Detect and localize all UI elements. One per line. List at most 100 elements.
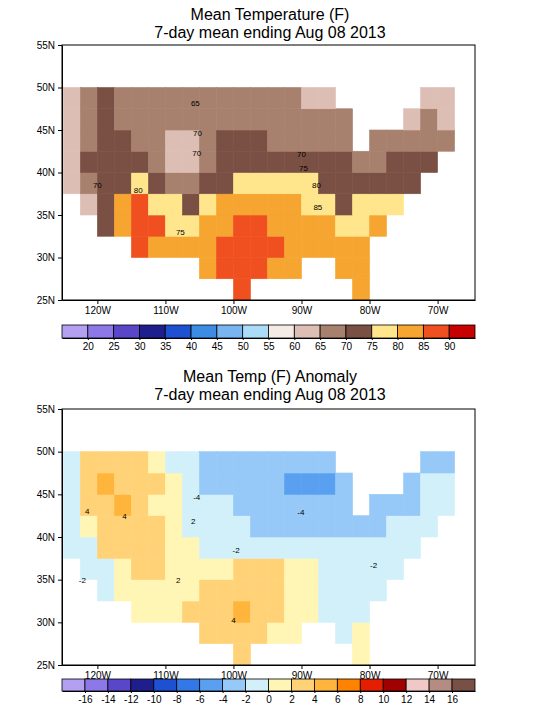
cell xyxy=(267,452,284,473)
cell xyxy=(387,537,404,558)
contour-label: -4 xyxy=(297,508,305,517)
cell xyxy=(353,644,370,665)
colorbar-box xyxy=(114,325,140,338)
colorbar-box xyxy=(269,679,292,691)
cell xyxy=(319,215,336,236)
colorbar-tick: 6 xyxy=(335,691,341,705)
colorbar-tick-mark xyxy=(360,691,361,693)
cell xyxy=(233,109,250,130)
cell xyxy=(182,236,199,257)
cell xyxy=(114,473,131,494)
cell xyxy=(250,194,267,215)
colorbar-tick: 55 xyxy=(263,338,275,352)
x-tick: 80W xyxy=(360,300,381,316)
colorbar-tick: -4 xyxy=(219,691,228,705)
cell xyxy=(438,452,455,473)
cell xyxy=(131,580,148,601)
cell xyxy=(421,151,438,172)
cell xyxy=(370,173,387,194)
cell xyxy=(148,452,165,473)
cell xyxy=(148,194,165,215)
cell xyxy=(250,88,267,109)
cell xyxy=(165,473,182,494)
colorbar-tick: 2 xyxy=(289,691,295,705)
cell xyxy=(165,194,182,215)
colorbar-tick-label: 16 xyxy=(447,694,459,705)
cell xyxy=(370,558,387,579)
contour-label: 85 xyxy=(313,203,322,212)
cell xyxy=(216,130,233,151)
cell xyxy=(284,537,301,558)
plot-frame xyxy=(62,45,475,300)
cell xyxy=(370,151,387,172)
cell xyxy=(131,194,148,215)
x-tick-mark xyxy=(97,300,98,304)
y-tick: 50N xyxy=(37,446,62,457)
cell xyxy=(216,109,233,130)
cell xyxy=(216,537,233,558)
cell xyxy=(233,88,250,109)
colorbar-box xyxy=(314,679,337,691)
y-tick-mark xyxy=(58,215,62,216)
colorbar-tick-label: 40 xyxy=(186,341,198,352)
y-tick: 55N xyxy=(37,40,62,51)
colorbar-tick: 16 xyxy=(447,691,459,705)
colorbar-tick-label: -16 xyxy=(78,694,93,705)
cell xyxy=(80,194,97,215)
cell xyxy=(353,151,370,172)
cell xyxy=(336,215,353,236)
cell xyxy=(250,236,267,257)
cell xyxy=(319,558,336,579)
colorbar-tick: 90 xyxy=(444,338,456,352)
x-tick-mark xyxy=(370,665,371,669)
x-tick-label: 70W xyxy=(428,305,449,316)
subtitle: 7-day mean ending Aug 08 2013 xyxy=(154,24,385,41)
colorbar-tick-label: 60 xyxy=(289,341,301,352)
cell xyxy=(216,558,233,579)
y-tick: 50N xyxy=(37,82,62,93)
colorbar-box xyxy=(88,325,114,338)
cell xyxy=(233,279,250,300)
colorbar-tick-label: 90 xyxy=(444,341,456,352)
cell xyxy=(148,537,165,558)
cell xyxy=(114,173,131,194)
cell xyxy=(267,622,284,643)
x-axis-line xyxy=(63,665,476,666)
cell xyxy=(319,601,336,622)
cell xyxy=(301,215,318,236)
y-tick-label: 55N xyxy=(37,40,55,51)
colorbar-tick-mark xyxy=(337,691,338,693)
title: Mean Temp (F) Anomaly xyxy=(183,368,357,385)
cell xyxy=(80,537,97,558)
cell xyxy=(250,601,267,622)
colorbar-tick-mark xyxy=(372,338,373,340)
colorbar-tick: 70 xyxy=(341,338,353,352)
colorbar-tick-mark xyxy=(200,691,201,693)
cell xyxy=(370,537,387,558)
cell xyxy=(182,194,199,215)
colorbar-box xyxy=(154,679,177,691)
y-tick-label: 35N xyxy=(37,210,55,221)
colorbar-box xyxy=(131,679,154,691)
colorbar-axis-line xyxy=(63,691,476,692)
contour-label: 80 xyxy=(134,186,143,195)
y-tick-label: 35N xyxy=(37,574,55,585)
y-tick: 40N xyxy=(37,167,62,178)
cell xyxy=(233,173,250,194)
cell xyxy=(148,88,165,109)
x-tick-label: 110W xyxy=(153,305,179,316)
cell xyxy=(319,580,336,601)
y-axis-line xyxy=(62,46,63,301)
y-tick: 25N xyxy=(37,660,62,671)
cell xyxy=(233,622,250,643)
cell xyxy=(319,130,336,151)
cell xyxy=(353,537,370,558)
cell xyxy=(97,194,114,215)
cell xyxy=(336,537,353,558)
cell xyxy=(336,473,353,494)
cell xyxy=(319,236,336,257)
colorbar-box xyxy=(85,679,108,691)
cell xyxy=(80,130,97,151)
colorbar-tick-label: -12 xyxy=(124,694,139,705)
cell xyxy=(267,194,284,215)
